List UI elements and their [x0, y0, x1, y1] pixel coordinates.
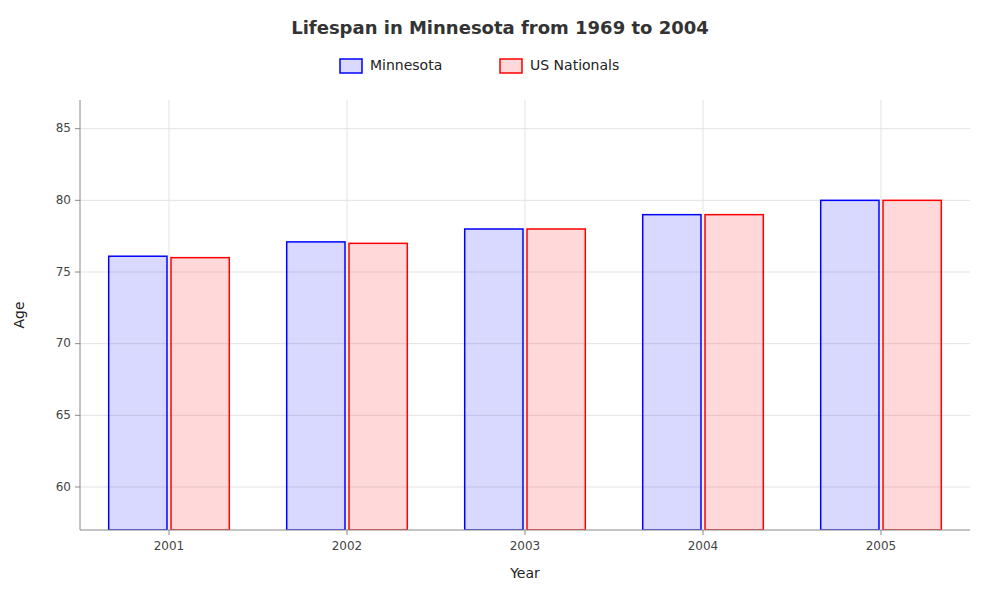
bar [821, 200, 879, 530]
x-tick [525, 530, 526, 535]
legend-label: Minnesota [370, 57, 442, 73]
x-grid-line [703, 100, 704, 530]
legend-swatch [500, 59, 522, 73]
x-tick [703, 530, 704, 535]
y-tick [75, 128, 80, 129]
x-tick [169, 530, 170, 535]
bar [287, 242, 345, 530]
y-axis-label: Age [11, 301, 27, 328]
legend: Minnesota US Nationals [340, 57, 619, 73]
y-tick-label: 75 [56, 265, 71, 279]
y-tick [75, 343, 80, 344]
chart-container: 60 65 70 75 80 85 2001 2002 2003 2004 2005 Year Age L… [0, 0, 1000, 600]
x-tick-label: 2002 [332, 539, 363, 553]
x-tick-label: 2004 [688, 539, 719, 553]
y-tick-label: 65 [56, 408, 71, 422]
legend-label: US Nationals [530, 57, 619, 73]
grid [80, 100, 970, 530]
x-tick [347, 530, 348, 535]
title: Lifespan in Minnesota from 1969 to 2004 [291, 17, 709, 38]
bar [705, 215, 763, 530]
bar [465, 229, 523, 530]
bar [883, 200, 941, 530]
bar [349, 243, 407, 530]
x-grid-line [881, 100, 882, 530]
y-tick [75, 415, 80, 416]
y-tick-label: 70 [56, 336, 71, 350]
x-tick-label: 2005 [866, 539, 897, 553]
bar [643, 215, 701, 530]
bars [109, 200, 942, 530]
x-grid-line [347, 100, 348, 530]
y-tick [75, 487, 80, 488]
y-tick-label: 80 [56, 193, 71, 207]
bar [527, 229, 585, 530]
bar [171, 258, 229, 530]
x-grid-line [525, 100, 526, 530]
y-tick-label: 60 [56, 480, 71, 494]
y-tick-label: 85 [56, 121, 71, 135]
chart: 60 65 70 75 80 85 2001 2002 2003 2004 2005 Year Age L… [0, 0, 1000, 600]
legend-swatch [340, 59, 362, 73]
x-tick [881, 530, 882, 535]
axes: 60 65 70 75 80 85 2001 2002 2003 2004 2005 [56, 100, 970, 553]
y-tick [75, 200, 80, 201]
x-tick-label: 2003 [510, 539, 541, 553]
y-tick [75, 272, 80, 273]
x-tick-label: 2001 [154, 539, 185, 553]
bar [109, 256, 167, 530]
y-axis-line [80, 100, 81, 530]
x-grid-line [169, 100, 170, 530]
x-axis-label: Year [509, 565, 540, 581]
